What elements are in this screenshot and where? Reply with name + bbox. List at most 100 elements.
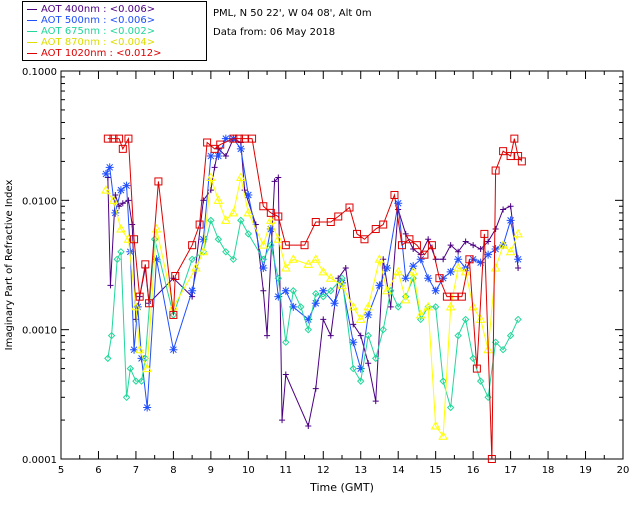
data-point [241, 187, 248, 194]
data-point [259, 202, 268, 211]
data-point [476, 258, 485, 267]
data-point [337, 280, 347, 289]
data-point [445, 301, 456, 311]
y-tick-label: 0.0010 [22, 326, 57, 337]
data-point [258, 240, 269, 249]
data-point [259, 263, 268, 272]
series-aot-400nm [104, 135, 522, 429]
data-point [188, 241, 197, 250]
data-point [397, 241, 406, 250]
data-point [446, 403, 455, 412]
data-point [465, 255, 474, 264]
data-point [357, 332, 364, 339]
x-tick-label: 17 [504, 465, 517, 476]
data-point [327, 332, 334, 339]
data-point [310, 254, 321, 263]
data-point [206, 152, 215, 161]
data-point [334, 212, 343, 221]
data-point [101, 185, 111, 194]
data-point [131, 301, 141, 311]
data-point [145, 299, 154, 308]
legend-label-400nm: AOT 400nm : <0.006> [41, 4, 156, 15]
data-point [394, 199, 403, 208]
series-line [105, 138, 519, 408]
data-point [469, 354, 477, 363]
series-aot-675nm [104, 216, 522, 412]
data-point [130, 345, 139, 354]
data-point [150, 235, 159, 243]
data-point [357, 377, 365, 385]
legend-item-500nm: AOT 500nm : <0.006> [27, 15, 155, 26]
data-point [424, 274, 433, 283]
data-point [374, 254, 385, 263]
x-tick-label: 8 [170, 465, 176, 476]
data-point [118, 144, 127, 153]
data-point [312, 385, 319, 392]
data-point [487, 455, 496, 463]
data-point [311, 299, 320, 308]
data-point [113, 255, 121, 264]
data-point [507, 203, 514, 210]
legend-label-1020nm: AOT 1020nm : <0.012> [41, 48, 162, 59]
data-point [431, 286, 440, 295]
data-point [260, 287, 267, 294]
data-point [472, 364, 481, 373]
data-point [243, 207, 254, 217]
data-point [108, 195, 119, 204]
data-point [152, 255, 161, 264]
data-point [273, 234, 284, 243]
series-aot-1020nm [103, 134, 526, 463]
data-point [364, 310, 373, 319]
series-aot-500nm [101, 134, 523, 412]
data-point [169, 345, 178, 354]
data-point [431, 303, 440, 311]
data-point [416, 255, 425, 264]
data-point [303, 259, 314, 268]
data-point [439, 377, 447, 385]
data-point [320, 316, 327, 323]
axis-ticks: 5 6 7 8 9 10 11 12 13 14 15 16 17 18 19 20 0.0001 0.0010 0… [22, 67, 629, 476]
data-point [234, 134, 243, 143]
data-point [382, 285, 392, 295]
data-point [214, 235, 223, 243]
data-point [124, 134, 133, 143]
data-point [327, 287, 335, 295]
data-point [499, 147, 508, 156]
data-point [372, 398, 379, 405]
data-point [446, 267, 455, 276]
data-point [408, 266, 419, 276]
data-point [382, 263, 391, 272]
data-point [143, 403, 152, 412]
data-point [319, 292, 327, 301]
x-tick-label: 10 [242, 465, 255, 476]
legend-swatch-675nm [27, 30, 37, 32]
data-point [349, 364, 357, 373]
data-point [221, 134, 230, 143]
data-point [484, 250, 493, 259]
data-point [515, 264, 522, 271]
x-tick-label: 12 [317, 465, 330, 476]
data-point [480, 229, 489, 238]
data-point [379, 325, 387, 334]
data-point [364, 331, 372, 340]
data-point [281, 286, 290, 295]
data-point [490, 262, 501, 272]
data-point [454, 331, 462, 340]
data-point [405, 235, 414, 244]
legend-label-870nm: AOT 870nm : <0.004> [41, 37, 156, 48]
x-tick-label: 16 [467, 465, 480, 476]
data-point [365, 360, 372, 367]
data-point [259, 255, 268, 264]
data-point [500, 206, 507, 213]
data-point [171, 271, 180, 280]
data-point [274, 212, 283, 221]
data-point [237, 216, 245, 225]
data-point [412, 241, 421, 250]
data-point [213, 195, 224, 204]
data-point [289, 287, 298, 295]
data-point [266, 225, 275, 234]
data-point [510, 134, 519, 143]
data-point [326, 217, 335, 226]
data-point [130, 235, 139, 244]
data-point [423, 301, 434, 311]
